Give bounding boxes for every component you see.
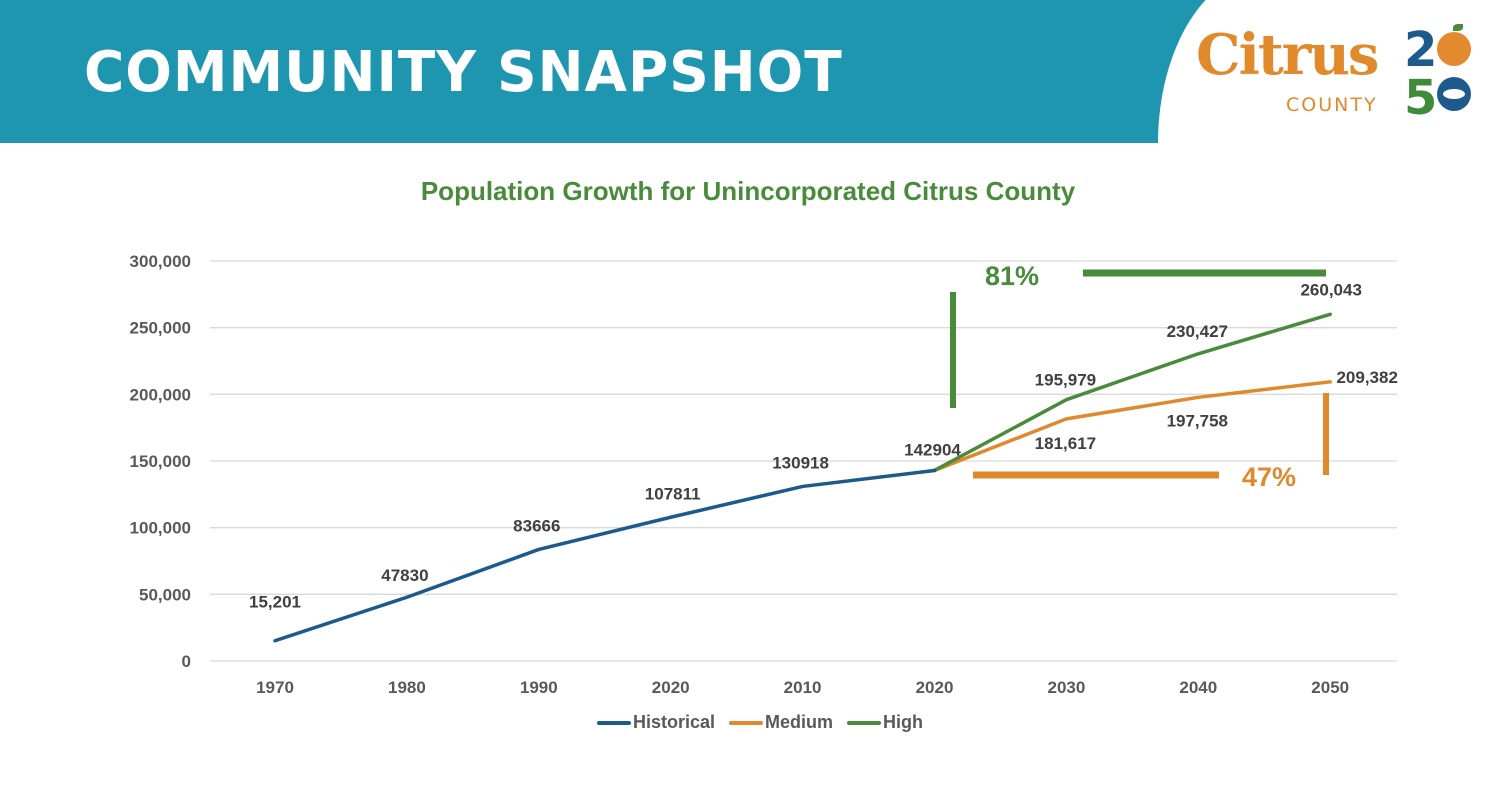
legend-swatch-medium (729, 720, 763, 725)
x-tick-label: 2020 (916, 678, 954, 697)
leaf-icon (1453, 24, 1463, 31)
x-tick-label: 2050 (1311, 678, 1349, 697)
data-label: 209,382 (1336, 368, 1397, 387)
y-tick-label: 250,000 (130, 319, 191, 338)
data-label: 195,979 (1035, 371, 1096, 390)
data-label: 197,758 (1167, 411, 1228, 430)
y-tick-label: 150,000 (130, 452, 191, 471)
data-label: 107811 (645, 484, 701, 503)
legend-item-high: High (847, 712, 923, 733)
y-tick-label: 200,000 (130, 385, 191, 404)
legend-item-medium: Medium (729, 712, 833, 733)
page-title: COMMUNITY SNAPSHOT (84, 40, 843, 105)
chart-title: Population Growth for Unincorporated Cit… (420, 176, 1076, 206)
series-line-medium (932, 380, 1332, 473)
legend-label: Medium (765, 712, 834, 732)
manatee-icon (1437, 77, 1471, 111)
high-growth-percent: 81% (985, 261, 1039, 291)
legend-item-historical: Historical (596, 712, 715, 733)
medium-growth-percent: 47% (1242, 462, 1296, 492)
x-tick-label: 2030 (1047, 678, 1085, 697)
logo-background (1158, 0, 1510, 143)
x-tick-label: 1980 (388, 678, 426, 697)
logo-subtitle: COUNTY (1286, 94, 1378, 116)
data-label: 230,427 (1167, 322, 1228, 341)
x-tick-label: 1990 (520, 678, 558, 697)
x-tick-label: 1970 (256, 678, 294, 697)
legend-swatch-high (847, 720, 882, 725)
series-line-high (932, 312, 1332, 473)
data-label: 142904 (904, 440, 961, 459)
x-tick-label: 2040 (1179, 678, 1217, 697)
orange-icon (1437, 32, 1471, 66)
data-label: 15,201 (249, 593, 301, 612)
legend-label: High (883, 712, 924, 732)
data-label: 260,043 (1300, 280, 1361, 299)
logo-digit-2: 2 (1404, 22, 1438, 78)
y-tick-label: 100,000 (130, 519, 191, 538)
series-line-historical (273, 468, 937, 643)
y-tick-label: 0 (182, 652, 191, 671)
x-tick-label: 2010 (784, 678, 822, 697)
x-tick-label: 2020 (652, 678, 690, 697)
citrus-county-2050-logo: Citrus COUNTY 2 5 (1190, 20, 1490, 130)
legend-label: Historical (632, 712, 715, 732)
header-banner: COMMUNITY SNAPSHOT Citrus COUNTY 2 5 (0, 0, 1510, 143)
data-label: 130918 (772, 453, 829, 472)
data-label: 47830 (381, 566, 428, 585)
y-tick-label: 50,000 (139, 585, 191, 604)
y-tick-label: 300,000 (130, 252, 191, 271)
data-label: 83666 (513, 516, 560, 535)
data-label: 181,617 (1035, 434, 1096, 453)
logo-word: Citrus (1196, 22, 1379, 88)
chart-legend: Historical Medium High (0, 712, 1510, 733)
legend-swatch-historical (596, 720, 631, 725)
logo-digit-5: 5 (1404, 70, 1438, 126)
